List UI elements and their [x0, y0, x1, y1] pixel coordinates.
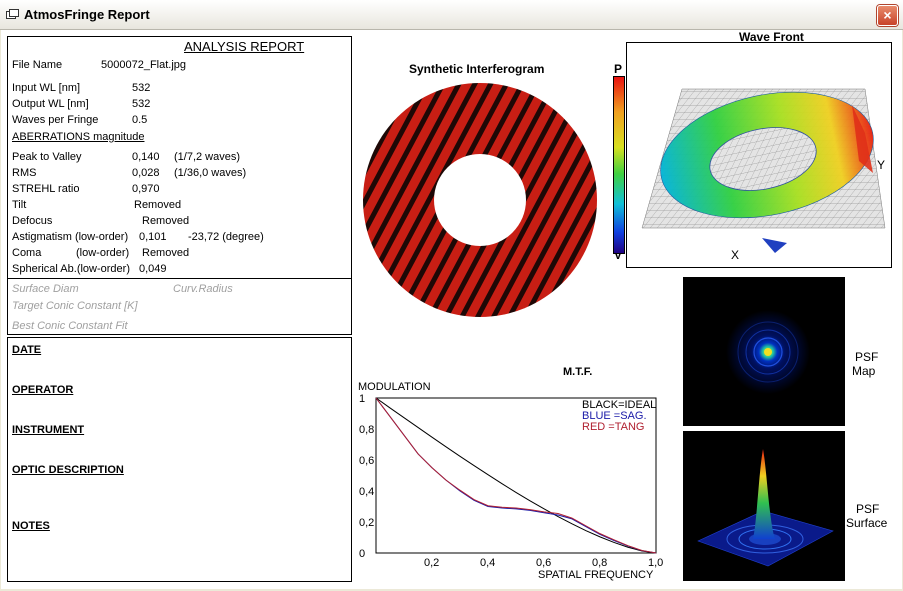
- coma-order: (low-order): [76, 247, 130, 259]
- input-wl-label: Input WL [nm]: [12, 82, 81, 94]
- psf-surface-label-1: PSF: [856, 502, 880, 516]
- astigmatism-label: Astigmatism (low-order): [12, 231, 129, 243]
- app-window-icon: [6, 9, 19, 19]
- waves-per-fringe-value: 0.5: [132, 114, 148, 126]
- coma-label: Coma: [12, 247, 42, 259]
- curv-radius-label: Curv.Radius: [173, 283, 233, 295]
- mtf-y-tick-label: 0,4: [359, 486, 374, 498]
- analysis-report-panel: ANALYSIS REPORT File Name 5000072_Flat.j…: [7, 36, 352, 335]
- wavefront-x-axis-label: X: [731, 248, 740, 262]
- close-button[interactable]: ×: [877, 5, 898, 26]
- rms-waves: (1/36,0 waves): [174, 167, 247, 179]
- optic-description-heading: OPTIC DESCRIPTION: [12, 464, 124, 476]
- scale-bottom-label: V: [614, 248, 623, 262]
- spherical-value: 0,049: [139, 263, 167, 275]
- mtf-y-tick-label: 0: [359, 548, 365, 560]
- mtf-legend-entry: BLUE =SAG.: [582, 410, 647, 422]
- date-heading: DATE: [12, 344, 42, 356]
- notes-heading: NOTES: [12, 520, 50, 532]
- astigmatism-value: 0,101: [139, 231, 167, 243]
- mtf-x-tick-label: 1,0: [648, 557, 663, 569]
- mtf-series-tang: [375, 397, 657, 554]
- interferogram-title: Synthetic Interferogram: [409, 62, 545, 76]
- mtf-plot-frame: [375, 397, 657, 554]
- mtf-x-tick-label: 0,2: [424, 557, 439, 569]
- wavefront-color-scale: [613, 76, 625, 254]
- waves-per-fringe-label: Waves per Fringe: [12, 114, 99, 126]
- window-title: AtmosFringe Report: [24, 7, 150, 22]
- file-name-value: 5000072_Flat.jpg: [101, 59, 187, 71]
- report-canvas: ANALYSIS REPORT File Name 5000072_Flat.j…: [1, 30, 902, 589]
- mtf-y-tick-label: 0,8: [359, 424, 374, 436]
- tilt-value: Removed: [134, 199, 182, 211]
- mtf-title: M.T.F.: [563, 366, 593, 378]
- report-divider: [8, 278, 351, 279]
- mtf-series-ideal: [375, 397, 657, 554]
- output-wl-value: 532: [132, 98, 151, 110]
- mtf-y-tick-label: 1: [359, 393, 365, 405]
- astigmatism-angle: -23,72 (degree): [188, 231, 264, 243]
- scale-top-label: P: [614, 62, 623, 76]
- target-conic-label: Target Conic Constant [K]: [12, 300, 138, 312]
- mtf-x-tick-label: 0,8: [592, 557, 607, 569]
- wavefront-panel: P V X Y: [614, 42, 892, 268]
- strehl-label: STREHL ratio: [12, 183, 80, 195]
- output-wl-label: Output WL [nm]: [12, 98, 89, 110]
- interferogram-image: [362, 82, 598, 318]
- wavefront-surface: [641, 88, 886, 253]
- mtf-legend-entry: RED =TANG: [582, 421, 644, 433]
- mtf-y-axis-label: MODULATION: [358, 381, 431, 393]
- defocus-value: Removed: [142, 215, 190, 227]
- notes-panel: DATE OPERATOR INSTRUMENT OPTIC DESCRIPTI…: [7, 337, 352, 582]
- defocus-label: Defocus: [12, 215, 53, 227]
- surface-diam-label: Surface Diam: [12, 283, 79, 295]
- wavefront-title: Wave Front: [739, 30, 804, 44]
- ptv-waves: (1/7,2 waves): [174, 151, 241, 163]
- psf-surface-image: [683, 431, 845, 581]
- mtf-x-axis-label: SPATIAL FREQUENCY: [538, 569, 654, 581]
- mtf-y-tick-label: 0,2: [359, 517, 374, 529]
- mtf-x-tick-label: 0,4: [480, 557, 495, 569]
- instrument-heading: INSTRUMENT: [12, 424, 85, 436]
- file-name-label: File Name: [12, 59, 63, 71]
- spherical-label: Spherical Ab.(low-order): [12, 263, 130, 275]
- wavefront-y-axis-label: Y: [877, 158, 886, 172]
- title-bar: AtmosFringe Report ×: [0, 0, 903, 30]
- operator-heading: OPERATOR: [12, 384, 74, 396]
- ptv-value: 0,140: [132, 151, 160, 163]
- psf-map-label-2: Map: [852, 364, 876, 378]
- mtf-legend-entry: BLACK=IDEAL: [582, 399, 656, 411]
- input-wl-value: 532: [132, 82, 151, 94]
- rms-label: RMS: [12, 167, 37, 179]
- psf-map-rings: [726, 310, 810, 394]
- psf-map-label-1: PSF: [855, 350, 879, 364]
- psf-surface-label-2: Surface: [846, 516, 888, 530]
- rms-value: 0,028: [132, 167, 160, 179]
- tilt-label: Tilt: [12, 199, 27, 211]
- coma-value: Removed: [142, 247, 190, 259]
- mtf-x-tick-label: 0,6: [536, 557, 551, 569]
- report-title: ANALYSIS REPORT: [184, 39, 305, 54]
- psf-map-image: [683, 277, 845, 426]
- mtf-y-tick-label: 0,6: [359, 455, 374, 467]
- ptv-label: Peak to Valley: [12, 151, 82, 163]
- psf-surface-plot: [697, 449, 834, 567]
- best-conic-label: Best Conic Constant Fit: [12, 320, 128, 332]
- strehl-value: 0,970: [132, 183, 160, 195]
- aberrations-header: ABERRATIONS magnitude: [12, 131, 145, 143]
